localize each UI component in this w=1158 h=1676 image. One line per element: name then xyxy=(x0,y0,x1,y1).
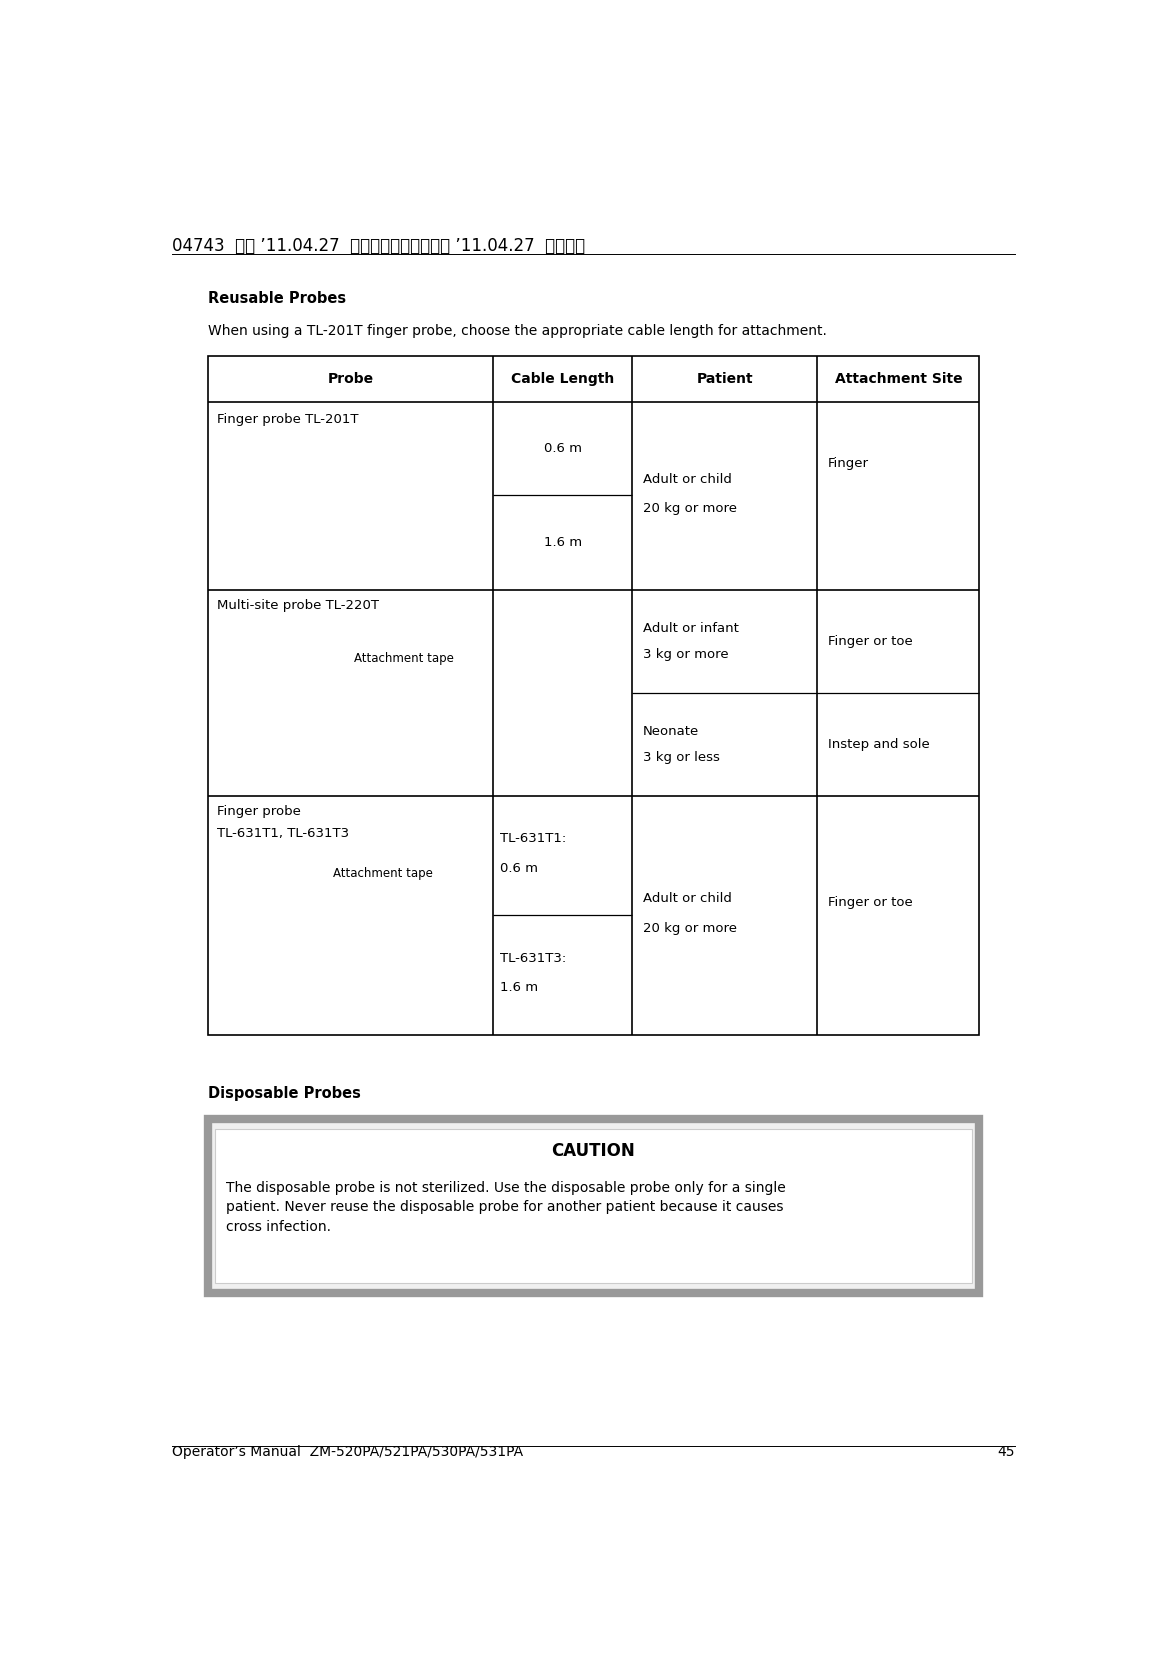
FancyBboxPatch shape xyxy=(214,1130,973,1282)
Text: When using a TL-201T finger probe, choose the appropriate cable length for attac: When using a TL-201T finger probe, choos… xyxy=(207,323,827,339)
Text: TL-631T1:: TL-631T1: xyxy=(500,833,566,845)
Text: Attachment tape: Attachment tape xyxy=(332,866,432,880)
Text: 3 kg or more: 3 kg or more xyxy=(643,647,728,660)
Text: Disposable Probes: Disposable Probes xyxy=(207,1086,360,1101)
Text: Neonate: Neonate xyxy=(643,726,699,737)
Text: Cable Length: Cable Length xyxy=(511,372,614,385)
Text: 0.6 m: 0.6 m xyxy=(500,861,538,875)
Text: Adult or child: Adult or child xyxy=(643,473,732,486)
Text: 3 kg or less: 3 kg or less xyxy=(643,751,720,764)
Text: 45: 45 xyxy=(998,1445,1016,1460)
Text: 20 kg or more: 20 kg or more xyxy=(643,922,736,935)
FancyBboxPatch shape xyxy=(207,1118,980,1292)
Text: Reusable Probes: Reusable Probes xyxy=(207,292,346,307)
Text: Finger or toe: Finger or toe xyxy=(828,635,913,647)
Text: 1.6 m: 1.6 m xyxy=(500,980,538,994)
Text: Finger: Finger xyxy=(828,458,868,471)
Text: Finger probe: Finger probe xyxy=(217,804,300,818)
Text: 0.6 m: 0.6 m xyxy=(543,442,581,456)
Text: Finger probe TL-201T: Finger probe TL-201T xyxy=(217,412,358,426)
Text: Finger or toe: Finger or toe xyxy=(828,897,913,908)
Text: Adult or child: Adult or child xyxy=(643,892,732,905)
Text: TL-631T3:: TL-631T3: xyxy=(500,952,566,964)
Text: 1.6 m: 1.6 m xyxy=(543,536,581,550)
Text: Multi-site probe TL-220T: Multi-site probe TL-220T xyxy=(217,598,379,612)
Text: Attachment Site: Attachment Site xyxy=(835,372,962,385)
Text: Adult or infant: Adult or infant xyxy=(643,622,739,635)
Text: CAUTION: CAUTION xyxy=(551,1141,636,1160)
Text: Operator’s Manual  ZM-520PA/521PA/530PA/531PA: Operator’s Manual ZM-520PA/521PA/530PA/5… xyxy=(171,1445,522,1460)
Text: 04743  作成 ’11.04.27  阿山　悠己　　　承認 ’11.04.27  真柄　瞳: 04743 作成 ’11.04.27 阿山 悠己 承認 ’11.04.27 真柄… xyxy=(171,238,585,255)
Text: Probe: Probe xyxy=(328,372,373,385)
Text: Attachment tape: Attachment tape xyxy=(354,652,454,664)
Text: Patient: Patient xyxy=(696,372,753,385)
Text: TL-631T1, TL-631T3: TL-631T1, TL-631T3 xyxy=(217,826,349,840)
Text: Instep and sole: Instep and sole xyxy=(828,737,930,751)
Text: The disposable probe is not sterilized. Use the disposable probe only for a sing: The disposable probe is not sterilized. … xyxy=(226,1180,785,1234)
Text: 20 kg or more: 20 kg or more xyxy=(643,503,736,516)
